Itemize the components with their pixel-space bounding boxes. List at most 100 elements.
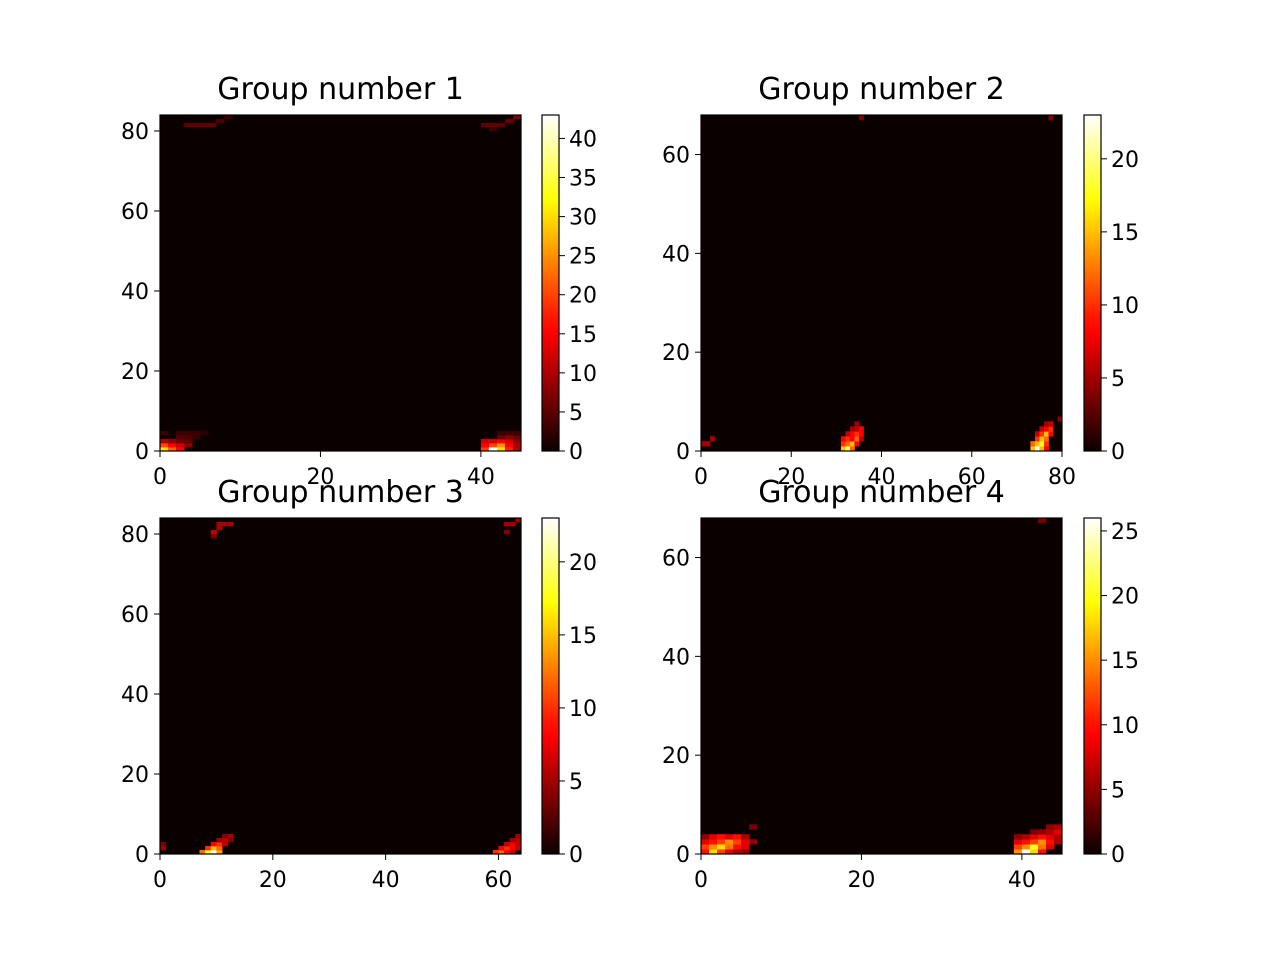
heatmap-cell bbox=[741, 849, 750, 855]
colorbar-tick-label: 20 bbox=[1111, 585, 1139, 610]
heatmap-cell bbox=[733, 839, 742, 845]
heatmap-cell bbox=[1043, 421, 1049, 427]
heatmap-cell bbox=[509, 842, 516, 847]
heatmap-cell bbox=[1037, 834, 1047, 840]
heatmap-cell bbox=[733, 834, 742, 840]
x-tick-label: 0 bbox=[694, 868, 708, 893]
heatmap-cell bbox=[1030, 441, 1036, 447]
heatmap-cell bbox=[1045, 824, 1055, 830]
heatmap-cell bbox=[1053, 829, 1063, 835]
heatmap-cell bbox=[222, 522, 229, 527]
colorbar-tick-label: 0 bbox=[569, 843, 583, 868]
heatmap-cell bbox=[512, 431, 522, 436]
heatmap-cell bbox=[1053, 824, 1063, 830]
x-tick-label: 40 bbox=[372, 868, 400, 893]
heatmap-cell bbox=[504, 850, 511, 855]
heatmap-panel-1: 0 20 40 0 20 40 60 80 Group number 1 0 5 10 15 20 25 30… bbox=[121, 72, 597, 490]
heatmap-cell bbox=[512, 435, 522, 440]
colorbar-tick-label: 10 bbox=[569, 362, 597, 387]
heatmap-cell bbox=[849, 431, 855, 437]
y-tick-label: 0 bbox=[135, 440, 149, 465]
heatmap-cell bbox=[1034, 431, 1040, 437]
heatmap-cell bbox=[1021, 844, 1031, 850]
heatmap-cell bbox=[1021, 834, 1031, 840]
heatmap-cell bbox=[496, 439, 506, 444]
heatmap-panel-4: 0 20 40 0 20 40 60 Group number 4 0 5 10 15 20 25 bbox=[662, 475, 1139, 893]
panel-title: Group number 3 bbox=[217, 475, 464, 510]
x-tick-label: 60 bbox=[484, 868, 512, 893]
heatmap-cell bbox=[701, 844, 710, 850]
heatmap-cell bbox=[709, 844, 718, 850]
heatmap-cell bbox=[717, 839, 726, 845]
colorbar-tick-label: 15 bbox=[569, 624, 597, 649]
heatmap-cell bbox=[496, 435, 506, 440]
heatmap-cell bbox=[701, 834, 710, 840]
heatmap-cell bbox=[210, 850, 217, 855]
x-tick-label: 0 bbox=[694, 465, 708, 490]
colorbar bbox=[1083, 114, 1102, 452]
heatmap-cell bbox=[858, 115, 864, 121]
heatmap-cell bbox=[504, 846, 511, 851]
colorbar-tick-label: 0 bbox=[1111, 440, 1125, 465]
heatmap-cell bbox=[210, 842, 217, 847]
colorbar-tick-label: 5 bbox=[1111, 778, 1125, 803]
heatmap-cell bbox=[1013, 834, 1023, 840]
colorbar bbox=[541, 114, 560, 452]
heatmap-background bbox=[701, 518, 1062, 854]
heatmap-cell bbox=[1045, 839, 1055, 845]
heatmap-cell bbox=[160, 846, 167, 851]
heatmap-cell bbox=[504, 435, 514, 440]
heatmap-cell bbox=[176, 443, 185, 448]
heatmap-cell bbox=[512, 447, 522, 452]
y-tick-label: 20 bbox=[121, 360, 149, 385]
heatmap-cell bbox=[749, 824, 758, 830]
heatmap-cell bbox=[498, 850, 505, 855]
heatmap-cell bbox=[1034, 441, 1040, 447]
heatmap-cell bbox=[1043, 426, 1049, 432]
y-tick-label: 0 bbox=[676, 843, 690, 868]
y-tick-label: 60 bbox=[121, 603, 149, 628]
heatmap-cell bbox=[200, 123, 209, 128]
heatmap-cell bbox=[1029, 844, 1039, 850]
heatmap-cell bbox=[1043, 446, 1049, 452]
colorbar-tick-label: 10 bbox=[1111, 294, 1139, 319]
heatmap-cell bbox=[1034, 436, 1040, 442]
heatmap-cell bbox=[1029, 829, 1039, 835]
colorbar-tick-label: 5 bbox=[1111, 367, 1125, 392]
heatmap-cell bbox=[512, 443, 522, 448]
heatmap-cell bbox=[858, 426, 864, 432]
heatmap-cell bbox=[509, 846, 516, 851]
heatmap-cell bbox=[504, 439, 514, 444]
heatmap-cell bbox=[200, 431, 209, 436]
heatmap-cell bbox=[168, 439, 177, 444]
heatmap-cell bbox=[504, 447, 514, 452]
heatmap-cell bbox=[710, 436, 715, 442]
panel-title: Group number 4 bbox=[758, 475, 1005, 510]
heatmap-cell bbox=[488, 439, 498, 444]
heatmap-cell bbox=[480, 443, 490, 448]
heatmap-cell bbox=[222, 834, 229, 839]
heatmap-cell bbox=[210, 846, 217, 851]
heatmap-cell bbox=[160, 431, 169, 436]
heatmap-cell bbox=[840, 446, 846, 452]
colorbar-tick-label: 25 bbox=[569, 245, 597, 270]
heatmap-cell bbox=[1037, 829, 1047, 835]
y-tick-label: 60 bbox=[121, 200, 149, 225]
heatmap-cell bbox=[1048, 421, 1054, 427]
axes-frame bbox=[159, 517, 522, 855]
heatmap-cell bbox=[504, 119, 514, 124]
heatmap-cell bbox=[709, 839, 718, 845]
axes-frame bbox=[700, 517, 1063, 855]
heatmap-cell bbox=[216, 526, 223, 531]
heatmap-cell bbox=[512, 115, 522, 120]
x-tick-label: 80 bbox=[1048, 465, 1076, 490]
heatmap-cell bbox=[1037, 518, 1047, 524]
heatmap-cell bbox=[1043, 431, 1049, 437]
heatmap-cell bbox=[496, 123, 506, 128]
heatmap-cell bbox=[227, 522, 234, 527]
heatmap-cell bbox=[227, 834, 234, 839]
heatmap-cell bbox=[205, 846, 212, 851]
y-tick-label: 60 bbox=[662, 144, 690, 169]
x-tick-label: 20 bbox=[259, 868, 287, 893]
